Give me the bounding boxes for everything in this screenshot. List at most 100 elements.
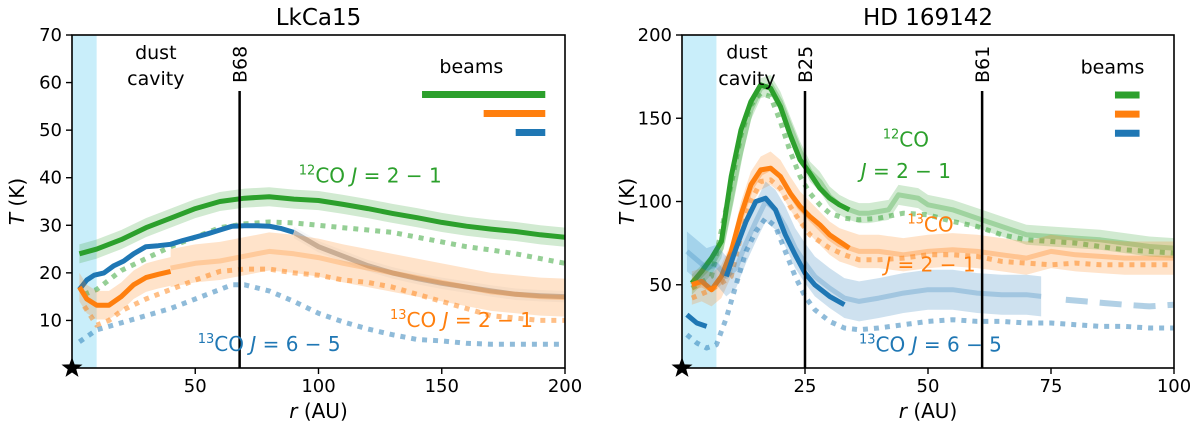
series-3-line [292, 230, 565, 300]
x-axis-label: r (AU) [289, 399, 348, 423]
series-label-2-transition: = 6 − 5 [256, 332, 340, 356]
annotation-1: cavity [127, 68, 184, 90]
x-tick-label-50: 50 [184, 376, 207, 397]
y-tick-label-70: 70 [39, 25, 62, 46]
y-tick-label-10: 10 [39, 310, 62, 331]
annotation-2: beams [439, 56, 503, 78]
annotation-2: beams [1081, 56, 1145, 78]
x-tick-label-50: 50 [917, 376, 940, 397]
series-7-line [77, 282, 565, 347]
x-tick-label-25: 25 [794, 376, 817, 397]
x-tick-label-100: 100 [301, 376, 335, 397]
y-axis-label: T (K) [615, 178, 639, 225]
series-label-1-isotope: 13 [390, 308, 407, 323]
series-5-line [690, 165, 851, 293]
series-label-3-transition: = 2 − 1 [891, 252, 975, 276]
series-label-0-molecule: CO [315, 163, 351, 187]
series-3-uncertainty-band [691, 151, 1174, 307]
series-8-line [685, 215, 1174, 351]
series-9-line [685, 312, 708, 329]
series-label-1-J: J [857, 159, 867, 183]
series-label-3: J = 2 − 1 [881, 252, 975, 276]
series-label-0-J: J [347, 163, 357, 187]
series-label-2: 13CO [907, 212, 953, 236]
y-tick-label-40: 40 [39, 168, 62, 189]
series-4-line [690, 177, 1174, 301]
vline-label-B61: B61 [972, 46, 994, 83]
x-axis-unit: (AU) [297, 399, 347, 423]
series-5-uncertainty-band [170, 232, 565, 317]
annotation-1: cavity [718, 68, 775, 90]
x-tick-label-100: 100 [1157, 376, 1191, 397]
y-tick-label-150: 150 [638, 108, 672, 129]
series-label-2-molecule: CO [924, 212, 954, 236]
x-tick-label-150: 150 [425, 376, 459, 397]
series-label-0-isotope: 12 [883, 128, 900, 143]
y-axis-symbol: T [5, 211, 29, 225]
y-tick-label-20: 20 [39, 263, 62, 284]
series-label-1-J: J [439, 308, 449, 332]
series-1-line [690, 90, 1174, 291]
series-label-3-J: J [881, 252, 891, 276]
plot-area [72, 35, 565, 368]
series-label-4: 13CO J = 6 − 5 [859, 332, 1002, 356]
annotation-0: dust [135, 42, 176, 64]
series-label-1: J = 2 − 1 [857, 159, 951, 183]
y-axis-label: T (K) [5, 178, 29, 225]
series-label-2: 13CO J = 6 − 5 [198, 332, 341, 356]
y-axis-unit: (K) [5, 178, 29, 213]
series-2-line [689, 82, 851, 285]
x-axis-unit: (AU) [907, 399, 957, 423]
x-axis-symbol: r [289, 399, 299, 423]
star-icon [61, 357, 83, 377]
y-axis-symbol: T [615, 211, 639, 225]
x-tick-label-75: 75 [1040, 376, 1063, 397]
series-label-2-J: J [246, 332, 256, 356]
series-label-2-isotope: 13 [198, 332, 215, 347]
series-label-1: 13CO J = 2 − 1 [390, 308, 533, 332]
series-label-0: 12CO J = 2 − 1 [299, 163, 442, 187]
series-label-1-molecule: CO [407, 308, 443, 332]
y-tick-label-100: 100 [638, 192, 672, 213]
series-label-2-molecule: CO [214, 332, 250, 356]
x-tick-label-200: 200 [548, 376, 582, 397]
annotation-0: dust [726, 41, 767, 63]
series-label-0-molecule: CO [899, 128, 929, 152]
vline-label-B68: B68 [230, 46, 252, 83]
series-7-line [1065, 296, 1174, 310]
chart-title: HD 169142 [863, 5, 993, 31]
y-tick-label-50: 50 [649, 275, 672, 296]
y-tick-label-30: 30 [39, 215, 62, 236]
series-label-0-isotope: 12 [299, 163, 316, 178]
vline-label-B25: B25 [795, 46, 817, 83]
y-tick-label-60: 60 [39, 73, 62, 94]
series-label-0: 12CO [883, 128, 929, 152]
series-label-4-transition: = 6 − 5 [918, 332, 1002, 356]
series-label-0-transition: = 2 − 1 [357, 163, 441, 187]
series-label-4-isotope: 13 [859, 332, 876, 347]
series-0-line [690, 82, 1174, 287]
series-0-line [78, 194, 565, 257]
plot-area [682, 35, 1174, 368]
series-label-4-molecule: CO [876, 332, 912, 356]
series-1-line [83, 219, 565, 297]
dust-cavity-region [72, 35, 97, 368]
chart-title: LkCa15 [276, 5, 362, 31]
series-label-1-transition: = 2 − 1 [867, 159, 951, 183]
star-icon [671, 357, 693, 377]
series-label-4-J: J [908, 332, 918, 356]
x-axis-symbol: r [899, 399, 909, 423]
dust-cavity-region [682, 35, 717, 368]
series-5-line [170, 248, 565, 301]
series-label-2-isotope: 13 [907, 212, 924, 227]
series-2-line [77, 223, 295, 292]
series-4-line [77, 268, 172, 308]
series-6-line [82, 266, 565, 328]
x-axis-label: r (AU) [899, 399, 958, 423]
y-axis-unit: (K) [615, 178, 639, 213]
series-label-1-transition: = 2 − 1 [449, 308, 533, 332]
y-tick-label-200: 200 [638, 25, 672, 46]
